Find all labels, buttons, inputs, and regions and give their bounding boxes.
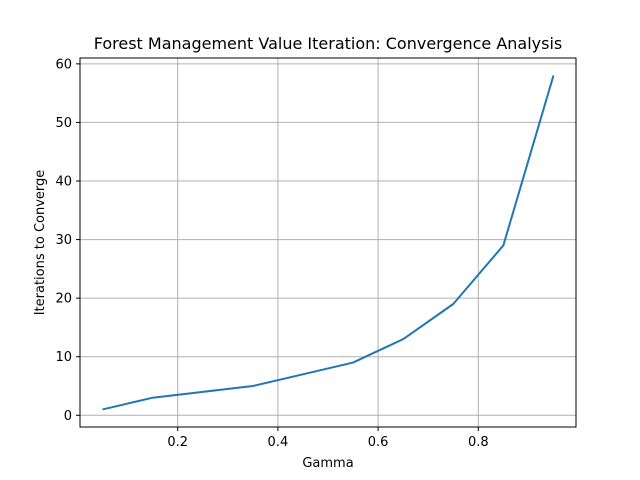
y-tick-label: 10	[55, 350, 72, 365]
x-axis-label: Gamma	[302, 456, 353, 471]
y-tick-label: 20	[55, 292, 72, 307]
chart-title: Forest Management Value Iteration: Conve…	[94, 34, 563, 53]
y-axis-label: Iterations to Converge	[33, 170, 48, 316]
x-tick-label: 0.4	[268, 435, 289, 450]
series-line	[102, 75, 555, 411]
x-tick-label: 0.2	[167, 435, 188, 450]
grid-lines	[80, 58, 576, 427]
series-layer	[102, 75, 555, 411]
x-tick-label: 0.6	[368, 435, 389, 450]
y-tick-label: 50	[55, 116, 72, 131]
plot-frame	[79, 57, 577, 428]
x-axis-ticks: 0.2 0.4 0.6 0.8	[167, 427, 489, 450]
y-tick-label: 40	[55, 175, 72, 190]
x-tick-label: 0.8	[468, 435, 489, 450]
y-tick-label: 60	[55, 57, 72, 72]
y-axis-ticks: 0 10 20 30 40 50 60	[55, 57, 80, 424]
y-tick-label: 0	[64, 409, 72, 424]
y-tick-label: 30	[55, 233, 72, 248]
